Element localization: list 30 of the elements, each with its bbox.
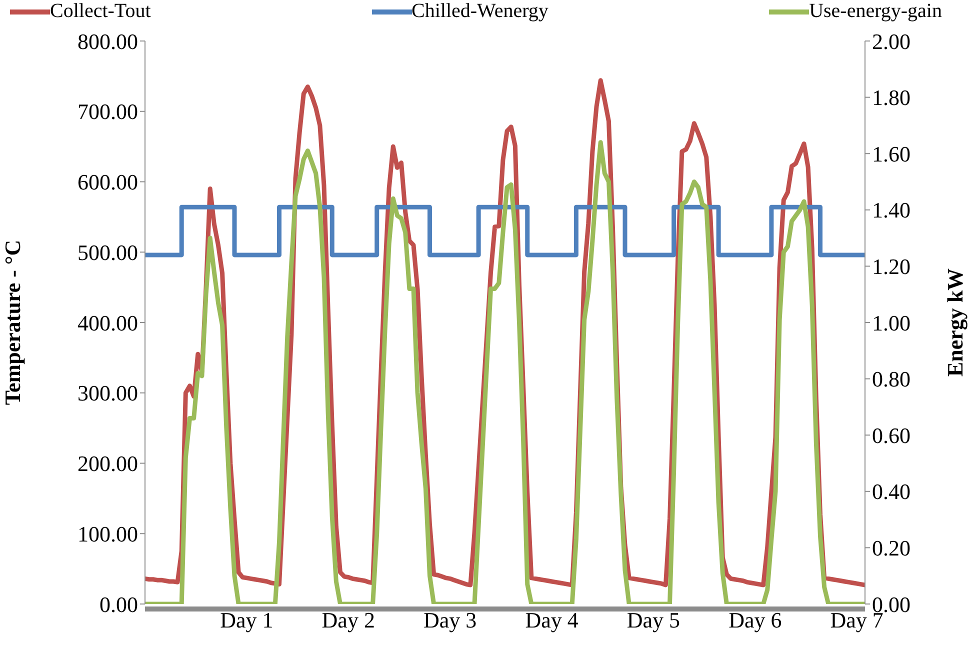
x-tick-label: Day 1: [220, 608, 274, 633]
y-tick-label: 400.00: [78, 310, 138, 336]
x-tick-label: Day 2: [322, 608, 375, 633]
y2-axis-title: Energy kW: [942, 268, 968, 377]
y2-tick-label: 1.60: [872, 141, 910, 166]
y2-tick-label: 0.20: [872, 536, 910, 561]
y2-tick-label: 1.00: [872, 310, 910, 336]
y-tick-label: 700.00: [78, 99, 138, 124]
y-axis-title: Temperature - °C: [0, 240, 25, 406]
y-tick-label: 800.00: [78, 28, 138, 54]
y2-tick-label: 1.40: [872, 198, 910, 223]
legend-label: Chilled-Wenergy: [412, 0, 548, 23]
legend-label: Collect-Tout: [50, 0, 151, 23]
y-tick-label: 300.00: [78, 380, 138, 406]
x-tick-label: Day 4: [525, 608, 578, 633]
y-tick-label: 200.00: [78, 451, 138, 476]
x-tick-label: Day 6: [728, 608, 782, 633]
x-tick-label: Day 3: [424, 608, 477, 633]
y2-tick-label: 2.00: [872, 28, 910, 54]
y2-tick-label: 0.60: [872, 422, 910, 448]
x-tick-label: Day 5: [626, 608, 680, 633]
y-tick-label: 600.00: [78, 170, 138, 195]
y2-tick-label: 0.40: [872, 479, 910, 504]
y-tick-label: 500.00: [78, 240, 138, 265]
y2-tick-label: 1.20: [872, 254, 910, 280]
y-tick-label: 100.00: [78, 521, 138, 546]
y2-tick-label: 0.80: [872, 366, 910, 392]
legend-label: Use-energy-gain: [809, 0, 942, 23]
y-tick-label: 0.00: [100, 592, 138, 617]
y2-tick-label: 1.80: [872, 85, 910, 110]
